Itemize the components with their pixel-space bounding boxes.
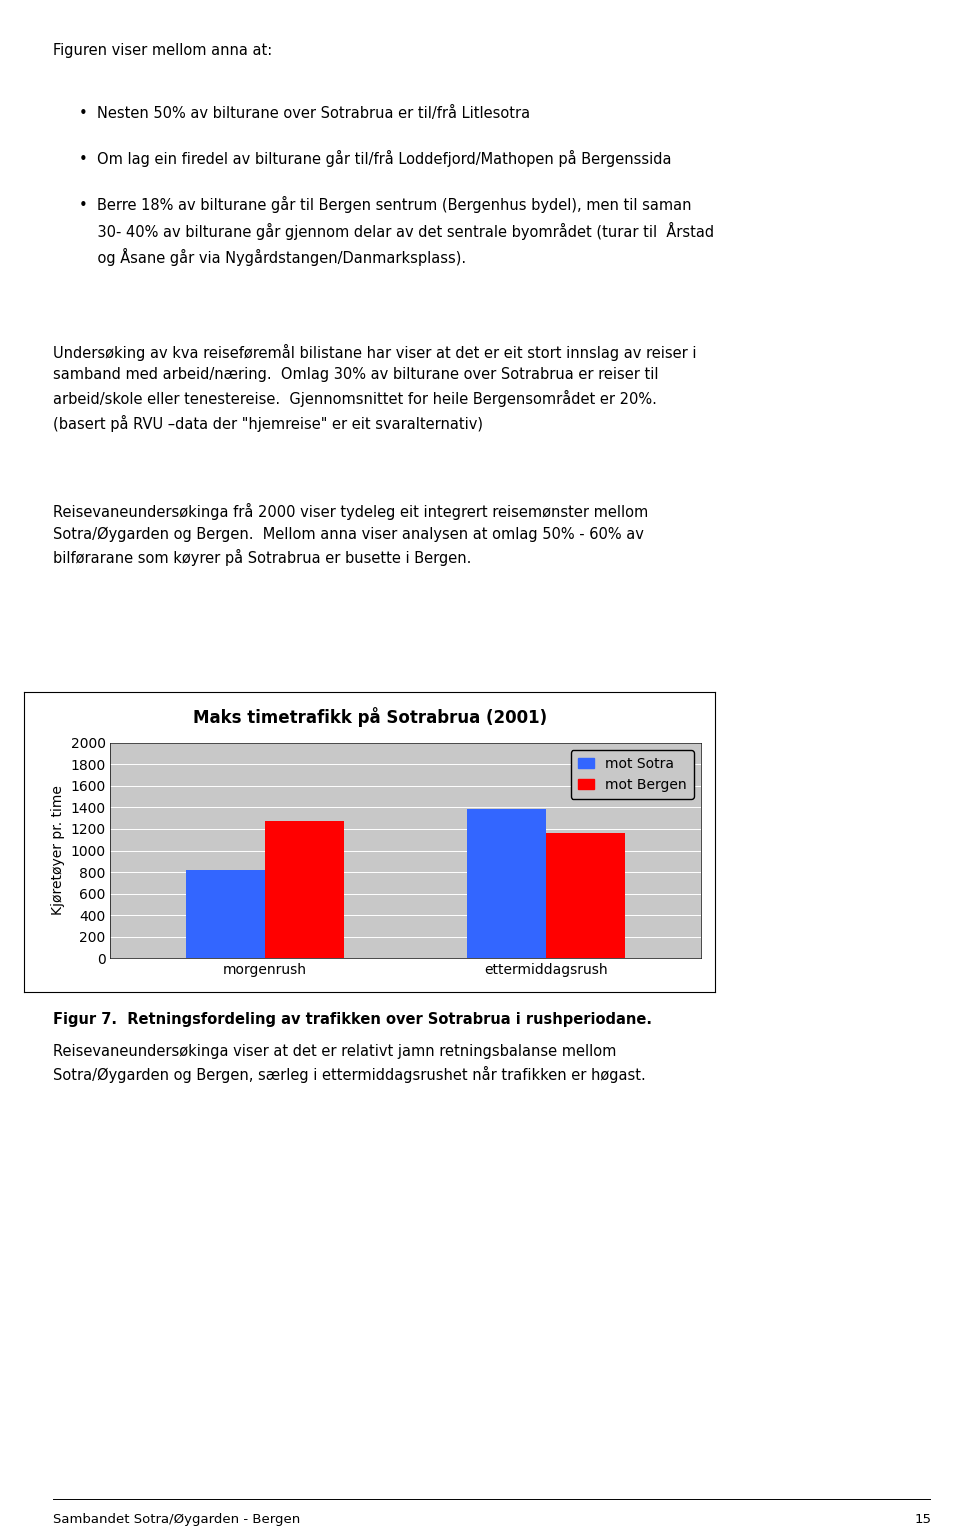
Text: Figur 7.  Retningsfordeling av trafikken over Sotrabrua i rushperiodane.: Figur 7. Retningsfordeling av trafikken … <box>53 1012 652 1027</box>
Text: Figuren viser mellom anna at:: Figuren viser mellom anna at: <box>53 43 272 58</box>
Text: Reisevaneundersøkinga viser at det er relativt jamn retningsbalanse mellom
Sotra: Reisevaneundersøkinga viser at det er re… <box>53 1043 645 1083</box>
Text: 15: 15 <box>914 1513 931 1526</box>
Text: Maks timetrafikk på Sotrabrua (2001): Maks timetrafikk på Sotrabrua (2001) <box>193 707 546 727</box>
Bar <box>546 834 625 958</box>
Text: Reisevaneundersøkinga frå 2000 viser tydeleg eit integrert reisemønster mellom
S: Reisevaneundersøkinga frå 2000 viser tyd… <box>53 503 648 566</box>
Bar <box>468 809 546 958</box>
Bar <box>186 871 265 958</box>
Text: Sambandet Sotra/Øygarden - Bergen: Sambandet Sotra/Øygarden - Bergen <box>53 1513 300 1526</box>
Y-axis label: Kjøretøyer pr. time: Kjøretøyer pr. time <box>51 786 64 915</box>
Legend: mot Sotra, mot Bergen: mot Sotra, mot Bergen <box>570 751 694 798</box>
Bar <box>265 821 344 958</box>
Text: •  Nesten 50% av bilturane over Sotrabrua er til/frå Litlesotra

•  Om lag ein f: • Nesten 50% av bilturane over Sotrabrua… <box>79 106 714 266</box>
Text: Undersøking av kva reiseføremål bilistane har viser at det er eit stort innslag : Undersøking av kva reiseføremål bilistan… <box>53 345 696 432</box>
